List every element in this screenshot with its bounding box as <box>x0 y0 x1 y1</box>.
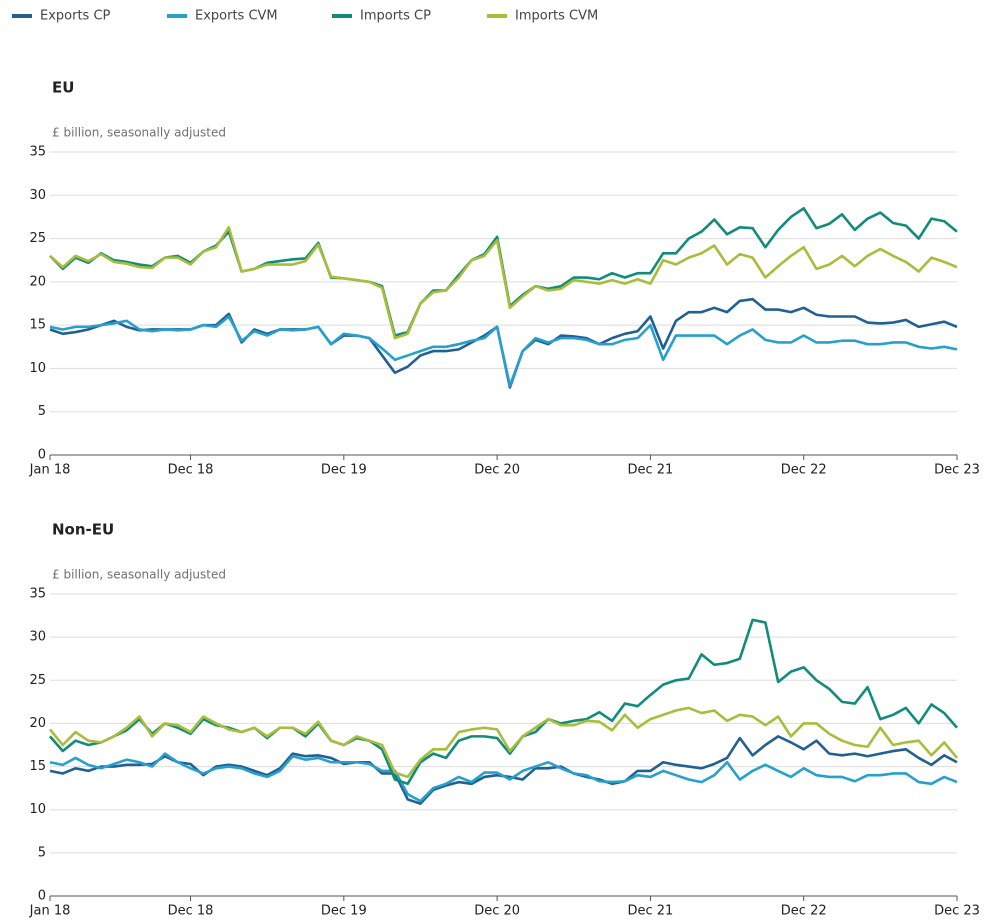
y-tick-label: 15 <box>29 759 46 774</box>
x-tick-label: Dec 21 <box>627 904 673 919</box>
x-tick-label: Dec 23 <box>934 904 980 919</box>
series-line <box>49 315 958 388</box>
x-tick-label: Dec 19 <box>321 463 367 478</box>
y-tick-label: 5 <box>38 404 46 419</box>
x-tick-label: Dec 20 <box>474 904 520 919</box>
series-line <box>49 226 958 340</box>
x-tick-label: Dec 21 <box>627 463 673 478</box>
y-tick-label: 35 <box>29 587 46 602</box>
y-tick-label: 5 <box>38 845 46 860</box>
y-tick-label: 15 <box>29 318 46 333</box>
x-tick-label: Dec 22 <box>781 463 827 478</box>
x-tick-label: Dec 18 <box>168 463 214 478</box>
y-tick-label: 10 <box>29 802 46 817</box>
y-tick-label: 0 <box>38 448 46 463</box>
y-tick-label: 30 <box>29 188 46 203</box>
x-tick-label: Dec 22 <box>781 904 827 919</box>
x-tick-label: Dec 20 <box>474 463 520 478</box>
panel-title: Non-EU <box>52 521 114 539</box>
y-axis-label: £ billion, seasonally adjusted <box>52 126 226 140</box>
y-tick-label: 25 <box>29 673 46 688</box>
x-tick-label: Dec 23 <box>934 463 980 478</box>
x-tick-label: Dec 18 <box>168 904 214 919</box>
y-tick-label: 20 <box>29 274 46 289</box>
panel-title: EU <box>52 79 74 97</box>
x-tick-label: Jan 18 <box>29 463 71 478</box>
series-line <box>49 618 958 786</box>
y-tick-label: 10 <box>29 361 46 376</box>
y-tick-label: 25 <box>29 231 46 246</box>
y-tick-label: 20 <box>29 716 46 731</box>
legend-label: Imports CVM <box>515 9 598 24</box>
y-tick-label: 30 <box>29 630 46 645</box>
x-tick-label: Dec 19 <box>321 904 367 919</box>
legend-label: Imports CP <box>360 9 431 24</box>
series-line <box>49 752 958 803</box>
y-tick-label: 0 <box>38 889 46 904</box>
legend-label: Exports CVM <box>195 9 278 24</box>
x-tick-label: Jan 18 <box>29 904 71 919</box>
legend-label: Exports CP <box>40 9 111 24</box>
y-tick-label: 35 <box>29 145 46 160</box>
series-line <box>48 706 959 779</box>
y-axis-label: £ billion, seasonally adjusted <box>52 568 226 582</box>
